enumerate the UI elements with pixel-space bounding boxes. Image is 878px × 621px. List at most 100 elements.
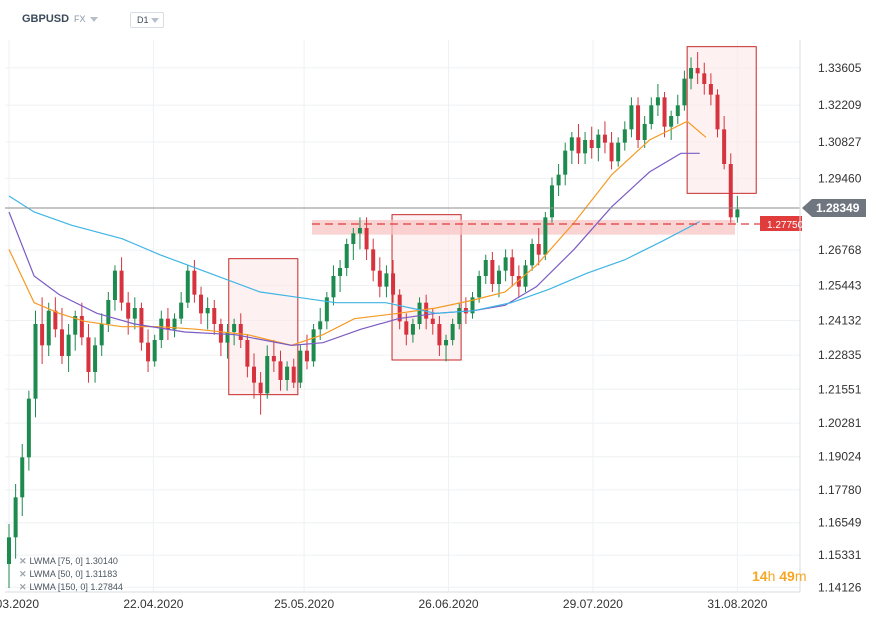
candle-body — [33, 324, 38, 399]
y-tick-label: 1.19024 — [818, 450, 862, 464]
candle-body — [119, 270, 124, 303]
y-tick-label: 1.26768 — [818, 243, 862, 257]
candle-body — [318, 321, 323, 330]
candle-body — [106, 300, 111, 324]
y-tick-label: 1.20281 — [818, 416, 862, 430]
y-tick-label: 1.22835 — [818, 348, 862, 362]
price-levels: 1.28349 1.27750 — [5, 199, 866, 231]
candle-body — [457, 308, 462, 324]
candle-body — [735, 209, 740, 218]
candle-body — [53, 310, 58, 330]
market-selector[interactable]: FX — [74, 14, 98, 24]
x-tick-label: 31.08.2020 — [707, 597, 767, 611]
indicator-legend: ✕ LWMA [75, 0] 1.30140 ✕ LWMA [50, 0] 1.31… — [19, 555, 123, 594]
candle-body — [404, 321, 409, 335]
candle-body — [569, 137, 574, 151]
candle-body — [510, 257, 515, 276]
y-tick-label: 1.30827 — [818, 135, 862, 149]
y-tick-label: 1.14126 — [818, 580, 862, 594]
candle-body — [7, 537, 11, 564]
candle-body — [530, 244, 535, 266]
ma-line-50 — [8, 152, 700, 346]
candle-body — [172, 318, 177, 330]
candle-body — [629, 105, 634, 130]
consolidation-box — [686, 46, 757, 194]
legend-item-lwma-50[interactable]: ✕ LWMA [50, 0] 1.31183 — [19, 568, 123, 581]
candle-body — [503, 257, 508, 271]
candle-body — [430, 318, 435, 324]
candle-body — [397, 294, 402, 322]
ma-line-75 — [8, 120, 707, 346]
support-zone — [312, 220, 735, 235]
candle-body — [278, 361, 283, 380]
candle-body — [391, 273, 396, 295]
candle-body — [364, 228, 369, 250]
candle-body — [252, 366, 256, 383]
candle-body — [344, 244, 349, 268]
candle-body — [99, 324, 104, 346]
current-price-tag — [802, 199, 866, 218]
candle-body — [675, 105, 680, 116]
candle-body — [311, 329, 316, 362]
candle-body — [192, 270, 197, 295]
legend-item-lwma-150[interactable]: ✕ LWMA [150, 0] 1.27844 — [19, 581, 123, 594]
candle-body — [73, 316, 78, 335]
candle-body — [271, 356, 276, 362]
chart-toolbar: GBPUSD FX D1 — [0, 0, 878, 40]
y-tick-label: 1.32209 — [818, 98, 862, 112]
y-tick-label: 1.21551 — [818, 382, 862, 396]
candle-body — [179, 302, 184, 319]
candle-body — [212, 308, 217, 324]
candle-body — [59, 329, 64, 356]
candle-body — [20, 457, 25, 498]
symbol-label: GBPUSD — [22, 13, 70, 25]
y-tick-label: 1.33605 — [818, 61, 862, 75]
candle-body — [26, 398, 31, 458]
legend-label: LWMA [75, 0] 1.30140 — [29, 556, 118, 566]
candle-body — [112, 270, 117, 300]
candle-body — [13, 497, 18, 538]
chevron-down-icon — [151, 18, 159, 23]
moving-averages — [8, 120, 707, 346]
current-price-label: 1.28349 — [816, 201, 860, 215]
candle-body — [523, 265, 528, 287]
close-icon[interactable]: ✕ — [19, 569, 27, 579]
close-icon[interactable]: ✕ — [19, 556, 27, 566]
y-tick-label: 1.29460 — [818, 171, 862, 185]
timer-minutes: 49 — [779, 568, 795, 584]
candle-body — [444, 340, 449, 346]
candle-body — [357, 228, 362, 234]
candle-body — [490, 260, 495, 284]
timeframe-label: D1 — [137, 15, 149, 25]
candle-body — [351, 233, 356, 244]
candle-body — [265, 356, 270, 394]
candle-body — [205, 308, 210, 314]
candle-body — [589, 140, 594, 148]
candle-body — [695, 68, 700, 74]
candle-body — [291, 366, 296, 383]
candle-body — [79, 316, 84, 338]
candle-body — [649, 105, 654, 124]
candle-body — [46, 310, 51, 346]
y-tick-label: 1.25443 — [818, 279, 862, 293]
candle-body — [93, 345, 98, 372]
candle-body — [86, 337, 91, 372]
candle-body — [199, 294, 204, 314]
x-tick-label: 20.03.2020 — [0, 597, 39, 611]
y-tick-label: 1.15331 — [818, 548, 862, 562]
candle-body — [669, 116, 674, 127]
legend-item-lwma-75[interactable]: ✕ LWMA [75, 0] 1.30140 — [19, 555, 123, 568]
candle-body — [549, 185, 554, 218]
timeframe-selector[interactable]: D1 — [130, 12, 164, 28]
candle-body — [437, 324, 442, 346]
candle-body — [576, 137, 581, 154]
x-tick-label: 29.07.2020 — [563, 597, 623, 611]
candle-countdown: 14h 49m — [752, 568, 807, 584]
candle-body — [702, 73, 707, 84]
market-label: FX — [74, 14, 86, 24]
candle-body — [602, 134, 607, 143]
close-icon[interactable]: ✕ — [19, 582, 27, 592]
candle-body — [66, 334, 71, 356]
candle-body — [331, 276, 336, 298]
